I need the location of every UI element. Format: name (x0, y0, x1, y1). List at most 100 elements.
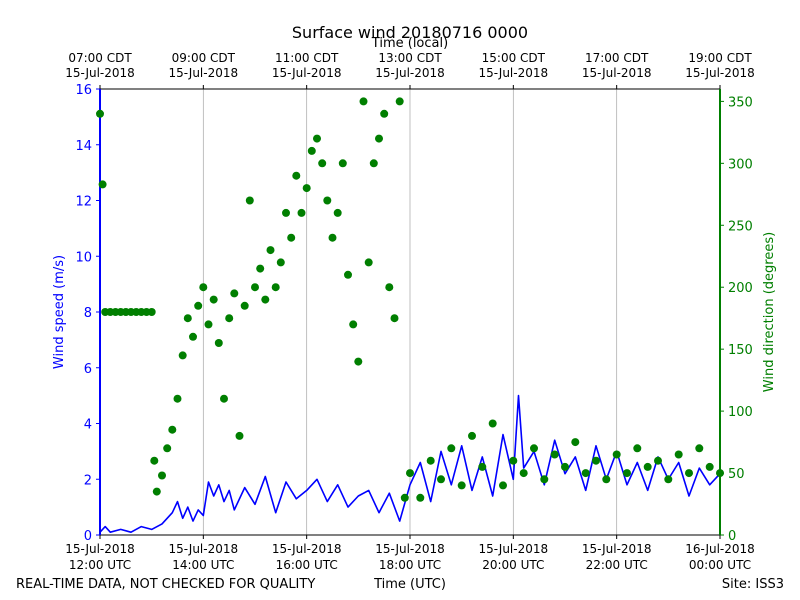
wind-direction-point (230, 289, 239, 298)
wind-direction-series (96, 97, 724, 502)
wind-direction-point (178, 351, 187, 360)
wind-speed-series (99, 394, 721, 533)
wind-direction-point (406, 469, 414, 478)
wind-direction-point (225, 314, 234, 323)
wind-direction-point (292, 171, 301, 180)
wind-direction-point (705, 462, 714, 471)
top-tick-label-time: 17:00 CDT (585, 51, 649, 65)
wind-direction-point (426, 456, 435, 465)
top-tick-label-date: 15-Jul-2018 (479, 66, 549, 80)
wind-direction-point (266, 246, 275, 255)
y-tick-label-right: 50 (728, 467, 745, 482)
wind-direction-point (271, 283, 280, 292)
wind-direction-point (307, 146, 316, 155)
wind-direction-point (380, 109, 389, 118)
top-tick-label-date: 15-Jul-2018 (169, 66, 239, 80)
wind-direction-point (354, 357, 363, 366)
wind-direction-point (695, 444, 704, 453)
wind-direction-point (194, 301, 203, 310)
wind-direction-point (163, 444, 172, 453)
footer-site: Site: ISS3 (722, 577, 784, 592)
wind-direction-point (333, 208, 342, 217)
x-tick-label-date: 15-Jul-2018 (479, 542, 549, 556)
wind-direction-point (550, 450, 559, 459)
wind-direction-point (240, 301, 249, 310)
wind-direction-point (592, 456, 600, 465)
y-axis-label-left: Wind speed (m/s) (52, 255, 67, 369)
footer-disclaimer: REAL-TIME DATA, NOT CHECKED FOR QUALITY (16, 577, 315, 592)
x-tick-label-time: 18:00 UTC (379, 558, 441, 572)
wind-direction-point (158, 471, 166, 480)
x-tick-label-date: 15-Jul-2018 (582, 542, 652, 556)
top-tick-label-date: 15-Jul-2018 (375, 66, 445, 80)
wind-direction-point (685, 469, 693, 478)
wind-direction-point (98, 180, 107, 189)
y-tick-label-right: 200 (728, 281, 753, 296)
wind-direction-point (437, 475, 445, 484)
wind-direction-point (168, 425, 177, 434)
wind-direction-point (602, 475, 611, 484)
x-tick-label-date: 15-Jul-2018 (375, 542, 445, 556)
top-tick-label-time: 07:00 CDT (68, 51, 132, 65)
top-tick-label-time: 13:00 CDT (378, 51, 442, 65)
top-tick-label-date: 15-Jul-2018 (582, 66, 652, 80)
wind-direction-point (313, 134, 321, 143)
x-tick-label-time: 16:00 UTC (276, 558, 338, 572)
wind-direction-point (189, 332, 197, 341)
top-tick-label-time: 15:00 CDT (482, 51, 546, 65)
x-tick-label-date: 15-Jul-2018 (169, 542, 239, 556)
wind-direction-point (276, 258, 285, 267)
wind-direction-point (147, 308, 156, 316)
x-tick-label-date: 15-Jul-2018 (272, 542, 342, 556)
wind-direction-point (349, 320, 358, 329)
wind-direction-point (150, 456, 159, 465)
chart-title: Surface wind 20180716 0000 (292, 23, 528, 42)
wind-direction-point (561, 462, 569, 471)
x-tick-label-time: 00:00 UTC (689, 558, 751, 572)
top-tick-label-time: 09:00 CDT (172, 51, 236, 65)
x-axis-label: Time (UTC) (373, 577, 446, 592)
top-tick-label-time: 19:00 CDT (688, 51, 752, 65)
top-axis-label: Time (local) (371, 36, 448, 51)
y-tick-label-left: 6 (84, 362, 92, 377)
wind-direction-point (488, 419, 497, 428)
wind-direction-point (375, 134, 383, 143)
y-tick-label-left: 8 (84, 306, 92, 321)
wind-direction-point (400, 493, 409, 502)
wind-direction-point (173, 394, 182, 403)
wind-direction-point (318, 159, 327, 168)
wind-direction-point (209, 295, 218, 304)
x-tick-label-time: 20:00 UTC (482, 558, 544, 572)
wind-direction-point (302, 184, 311, 193)
top-tick-label-date: 15-Jul-2018 (272, 66, 342, 80)
wind-direction-point (338, 159, 347, 168)
wind-direction-point (540, 475, 549, 484)
wind-direction-point (571, 438, 580, 447)
y-tick-label-left: 4 (84, 418, 92, 433)
wind-direction-point (282, 208, 290, 217)
x-tick-label-time: 14:00 UTC (172, 558, 234, 572)
y-tick-label-right: 150 (728, 343, 753, 358)
wind-direction-point (199, 283, 208, 292)
wind-direction-point (519, 469, 528, 478)
wind-direction-point (183, 314, 192, 323)
wind-direction-point (674, 450, 683, 459)
wind-direction-point (623, 469, 631, 478)
y-tick-label-left: 16 (75, 83, 92, 98)
wind-direction-point (395, 97, 404, 106)
y-tick-label-left: 0 (84, 529, 92, 544)
y-tick-label-right: 300 (728, 157, 753, 172)
wind-direction-point (287, 233, 296, 242)
wind-direction-point (369, 159, 378, 168)
y-tick-label-left: 2 (84, 473, 92, 488)
y-tick-label-left: 14 (75, 139, 92, 154)
wind-direction-point (654, 456, 662, 465)
wind-direction-point (344, 270, 352, 279)
wind-direction-point (251, 283, 259, 292)
wind-direction-point (235, 431, 244, 440)
x-tick-label-date: 15-Jul-2018 (65, 542, 135, 556)
wind-direction-point (328, 233, 337, 242)
axes: 0 2 4 6 8 10 12 14 16 0 50 100 150 200 250 300 350 15-Jul… (65, 51, 755, 572)
wind-direction-point (359, 97, 368, 106)
